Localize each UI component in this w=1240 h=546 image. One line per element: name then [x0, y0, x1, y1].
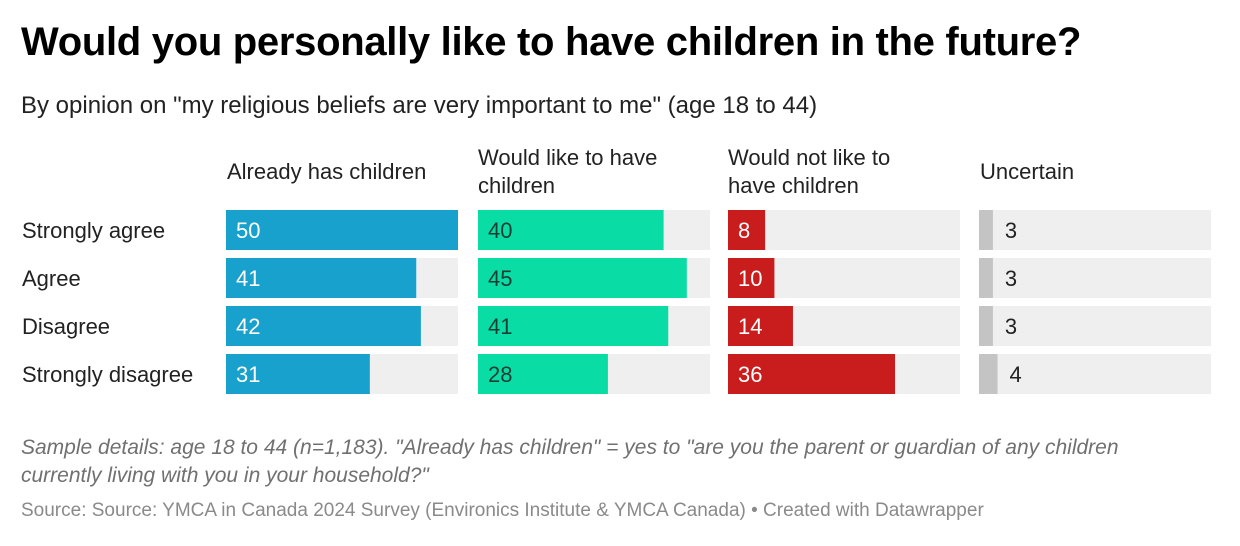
column-header: Uncertain	[980, 159, 1074, 184]
value-label: 31	[236, 362, 260, 387]
bar	[478, 210, 664, 250]
bar	[226, 354, 370, 394]
bar	[226, 210, 458, 250]
bar-track	[979, 354, 1211, 394]
bar	[979, 258, 993, 298]
bar	[979, 354, 998, 394]
bar-track	[979, 210, 1211, 250]
source-credit: Source: Source: YMCA in Canada 2024 Surv…	[21, 500, 984, 521]
value-label: 40	[488, 218, 512, 243]
value-label: 3	[1005, 218, 1017, 243]
row-label: Strongly disagree	[22, 362, 193, 387]
column-header: Would like to have	[478, 145, 657, 170]
bar	[478, 306, 669, 346]
value-label: 14	[738, 314, 762, 339]
bar	[728, 354, 896, 394]
value-label: 50	[236, 218, 260, 243]
bar-track	[728, 210, 960, 250]
bar-track	[979, 258, 1211, 298]
value-label: 45	[488, 266, 512, 291]
column-header: have children	[728, 173, 859, 198]
column-header: children	[478, 173, 555, 198]
row-label: Agree	[22, 266, 81, 291]
value-label: 10	[738, 266, 762, 291]
column-header: Would not like to	[728, 145, 890, 170]
value-label: 28	[488, 362, 512, 387]
value-label: 3	[1005, 314, 1017, 339]
bar	[478, 258, 687, 298]
bar	[226, 258, 417, 298]
value-label: 3	[1005, 266, 1017, 291]
row-label: Strongly agree	[22, 218, 165, 243]
bar	[728, 210, 766, 250]
row-label: Disagree	[22, 314, 110, 339]
bar	[728, 258, 775, 298]
bar	[478, 354, 608, 394]
bar	[226, 306, 421, 346]
bar	[979, 306, 993, 346]
bar-chart: Already has children Would like to have ch…	[22, 145, 1211, 394]
value-label: 36	[738, 362, 762, 387]
chart-title: Would you personally like to have childr…	[21, 20, 1082, 64]
value-label: 8	[738, 218, 750, 243]
value-label: 41	[488, 314, 512, 339]
bar-track	[979, 306, 1211, 346]
value-label: 42	[236, 314, 260, 339]
bar	[728, 306, 793, 346]
bar	[979, 210, 993, 250]
value-label: 41	[236, 266, 260, 291]
column-header: Already has children	[227, 159, 426, 184]
chart-subtitle: By opinion on "my religious beliefs are …	[21, 92, 818, 119]
sample-notes: Sample details: age 18 to 44 (n=1,183). …	[21, 436, 1119, 487]
value-label: 4	[1010, 362, 1022, 387]
